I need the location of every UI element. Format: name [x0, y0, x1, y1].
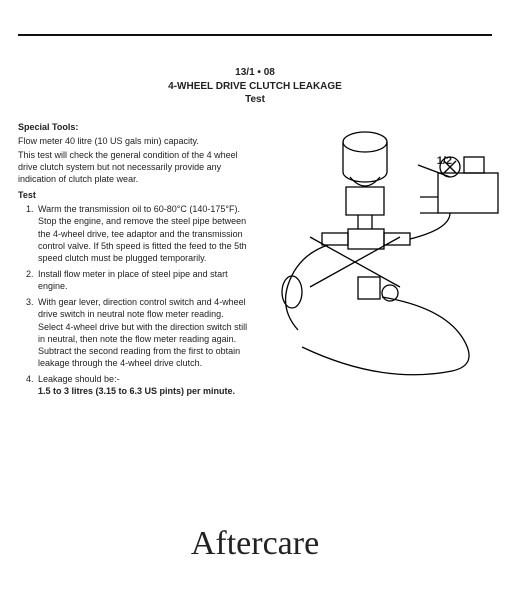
top-rule [18, 34, 492, 36]
content-columns: Special Tools: Flow meter 40 litre (10 U… [18, 117, 492, 402]
special-tools-body: Flow meter 40 litre (10 US gals min) cap… [18, 135, 248, 147]
intro-paragraph: This test will check the general conditi… [18, 149, 248, 185]
footer-brand: Aftercare [0, 525, 510, 563]
step-1: Warm the transmission oil to 60-80°C (14… [36, 203, 248, 264]
special-tools-heading: Special Tools: [18, 121, 248, 133]
step-4-text: Leakage should be:- [38, 374, 120, 384]
step-4: Leakage should be:- 1.5 to 3 litres (3.1… [36, 373, 248, 397]
doc-header: 13/1 • 08 4-WHEEL DRIVE CLUTCH LEAKAGE T… [18, 66, 492, 107]
step-2: Install flow meter in place of steel pip… [36, 268, 248, 292]
step-3: With gear lever, direction control switc… [36, 296, 248, 369]
text-column: Special Tools: Flow meter 40 litre (10 U… [18, 117, 248, 402]
test-heading: Test [18, 189, 248, 201]
leakage-spec: 1.5 to 3 litres (3.15 to 6.3 US pints) p… [38, 386, 235, 396]
header-line-3: Test [18, 93, 492, 107]
figure-column: 1/2 [248, 117, 492, 377]
diagram-illustration [250, 117, 510, 377]
header-line-2: 4-WHEEL DRIVE CLUTCH LEAKAGE [18, 80, 492, 94]
header-line-1: 13/1 • 08 [18, 66, 492, 80]
page: 13/1 • 08 4-WHEEL DRIVE CLUTCH LEAKAGE T… [0, 0, 510, 607]
test-steps-list: Warm the transmission oil to 60-80°C (14… [18, 203, 248, 397]
